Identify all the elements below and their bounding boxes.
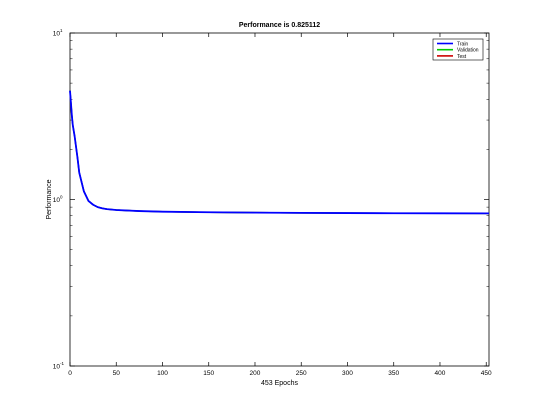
series-lines [69,90,490,215]
y-tick-label-exp: 1 [60,28,63,33]
x-axis-label: 453 Epochs [261,380,298,387]
legend-label: Validation [457,48,479,54]
x-tick-label: 350 [388,370,399,377]
x-tick-label: 400 [435,370,446,377]
x-tick-label: 100 [157,370,168,377]
x-tick-label: 0 [68,370,72,377]
plot-area [69,32,490,367]
y-axis-label: Performance [46,179,53,219]
x-tick-label: 150 [203,370,214,377]
legend-label: Train [457,42,468,48]
x-tick-label: 200 [250,370,261,377]
x-tick-label: 250 [296,370,307,377]
x-tick-label: 50 [113,370,121,377]
x-tick-label: 450 [481,370,492,377]
y-tick-label-base: 10 [53,197,61,204]
chart-title: Performance is 0.825112 [239,22,320,29]
legend-label: Test [457,54,467,60]
x-tick-label: 300 [342,370,353,377]
y-tick-label-exp: -1 [60,361,64,366]
y-tick-label-exp: 0 [60,195,63,200]
y-tick-label-base: 10 [53,364,61,371]
y-tick-label-base: 10 [53,31,61,38]
series-line-train [69,90,490,215]
